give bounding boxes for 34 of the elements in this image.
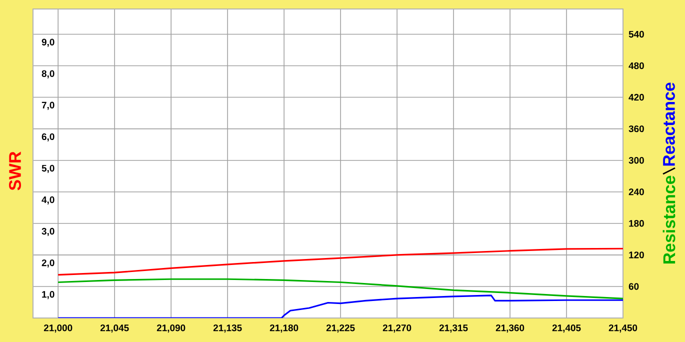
y2-tick-label: 120 <box>629 252 644 258</box>
y2-tick-label: 240 <box>628 188 644 196</box>
x-tick-label: 21,045 <box>100 324 129 333</box>
x-tick-label: 21,270 <box>382 324 412 333</box>
x-tick-label: 21,180 <box>270 324 298 333</box>
y-tick-label: 8,0 <box>42 70 54 78</box>
y2-tick-label: 180 <box>629 220 644 227</box>
line-series <box>57 294 624 318</box>
x-tick-label: 21,405 <box>552 324 581 333</box>
x-tick-label: 21,000 <box>44 324 72 333</box>
y-tick-label: 7,0 <box>42 102 54 110</box>
x-tick-label: 21,135 <box>213 324 242 333</box>
line-series <box>57 278 624 300</box>
x-tick-label: 21,450 <box>608 324 638 333</box>
y2-tick-label: 360 <box>628 125 644 132</box>
y2-tick-label: 480 <box>628 62 644 70</box>
y2-tick-label: 420 <box>628 94 644 101</box>
x-tick-label: 21,360 <box>496 324 524 333</box>
y-tick-label: 2,0 <box>42 259 54 268</box>
y-tick-label: 3,0 <box>42 228 54 236</box>
y-tick-label: 6,0 <box>42 133 54 142</box>
text: Reactance <box>663 82 675 166</box>
y2-tick-label: 60 <box>628 283 639 290</box>
y-tick-label: 9,0 <box>42 38 54 47</box>
x-tick-label: 21,225 <box>326 324 355 333</box>
y-tick-label: 1,0 <box>42 290 54 300</box>
y-tick-label: 4,0 <box>42 196 54 204</box>
x-tick-label: 21,090 <box>156 324 186 333</box>
y2-tick-label: 540 <box>628 30 644 38</box>
x-tick-label: 21,315 <box>439 324 468 333</box>
text: SWR <box>9 152 21 190</box>
text: Resistance <box>662 176 676 264</box>
y-tick-label: 5,0 <box>42 164 54 173</box>
y2-tick-label: 300 <box>628 156 644 164</box>
